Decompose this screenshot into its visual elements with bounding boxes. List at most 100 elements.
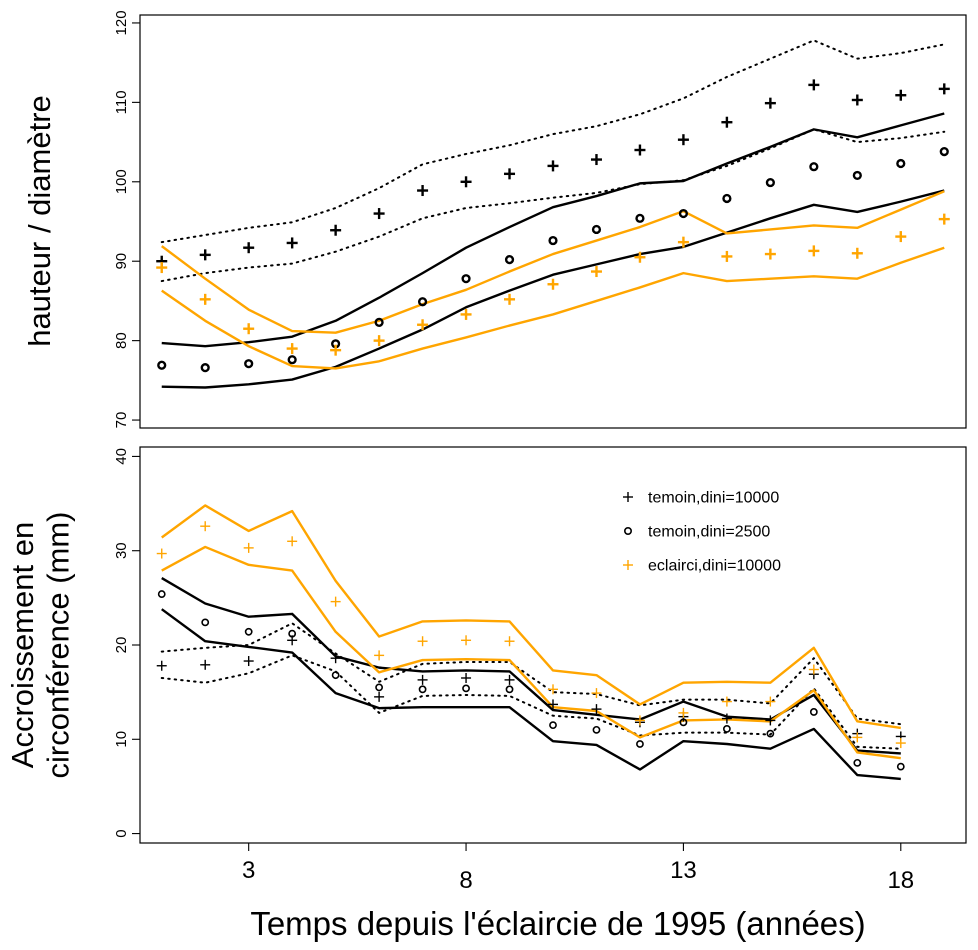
x-tick-label: 18 bbox=[887, 867, 914, 894]
top-point-temoin-dini-10000 bbox=[634, 144, 646, 156]
bottom-point-eclairci-dini-10000 bbox=[808, 664, 819, 675]
top-y-axis: 70 80 90 100 110 120 bbox=[113, 10, 140, 428]
bottom-point-eclairci-dini-10000 bbox=[504, 636, 515, 647]
bottom-y-tick-label: 10 bbox=[113, 731, 130, 748]
bottom-point-eclairci-dini-10000 bbox=[852, 732, 863, 743]
top-point-temoin-dini-2500 bbox=[635, 213, 645, 223]
bottom-point-temoin-dini-2500 bbox=[331, 671, 340, 680]
legend-label-temoin-dini-2500: temoin,dini=2500 bbox=[648, 524, 770, 541]
bottom-y-axis: 0 10 20 30 40 bbox=[113, 448, 140, 838]
top-point-temoin-dini-2500 bbox=[591, 224, 602, 235]
top-point-temoin-dini-10000 bbox=[504, 168, 516, 180]
top-point-eclairci-dini-10000 bbox=[938, 213, 950, 225]
x-axis: 3 8 13 18 bbox=[242, 843, 914, 894]
top-point-temoin-dini-10000 bbox=[851, 94, 863, 106]
bottom-point-temoin-dini-10000 bbox=[243, 656, 254, 667]
top-point-eclairci-dini-10000 bbox=[156, 262, 168, 274]
top-series-line-4 bbox=[160, 128, 946, 283]
bottom-point-eclairci-dini-10000 bbox=[548, 684, 558, 695]
top-point-temoin-dini-10000 bbox=[460, 176, 472, 188]
top-point-eclairci-dini-10000 bbox=[677, 236, 689, 248]
top-point-temoin-dini-10000 bbox=[199, 249, 211, 261]
top-point-temoin-dini-10000 bbox=[243, 242, 255, 254]
x-tick-label: 13 bbox=[670, 857, 697, 884]
top-point-eclairci-dini-10000 bbox=[504, 293, 516, 305]
top-point-eclairci-dini-10000 bbox=[286, 343, 298, 355]
bottom-point-temoin-dini-2500 bbox=[722, 725, 731, 733]
top-series-line-6 bbox=[161, 189, 945, 389]
x-axis-title: Temps depuis l'éclaircie de 1995 (années… bbox=[250, 905, 865, 942]
top-point-temoin-dini-10000 bbox=[590, 154, 602, 166]
top-point-temoin-dini-10000 bbox=[721, 116, 733, 128]
top-series-line-3 bbox=[160, 39, 946, 244]
legend-marker-temoin-dini-2500 bbox=[623, 526, 632, 535]
top-point-temoin-dini-2500 bbox=[287, 355, 297, 365]
top-point-temoin-dini-2500 bbox=[244, 359, 254, 369]
bottom-panel: 0 10 20 30 40 3 8 13 18 Accroissement encirconf… bbox=[5, 446, 967, 894]
top-plot-frame bbox=[139, 14, 967, 429]
top-point-temoin-dini-2500 bbox=[461, 274, 471, 284]
bottom-point-temoin-dini-10000 bbox=[156, 660, 167, 671]
bottom-series-line-6 bbox=[161, 608, 901, 781]
top-y-tick-label: 80 bbox=[113, 332, 130, 349]
top-point-temoin-dini-10000 bbox=[808, 79, 820, 91]
top-point-temoin-dini-10000 bbox=[373, 208, 385, 220]
top-point-temoin-dini-10000 bbox=[547, 160, 559, 172]
legend-marker-eclairci-dini-10000 bbox=[623, 560, 633, 570]
bottom-point-temoin-dini-2500 bbox=[592, 725, 601, 734]
top-point-temoin-dini-2500 bbox=[809, 162, 819, 172]
bottom-series-line-8 bbox=[161, 545, 901, 760]
bottom-point-eclairci-dini-10000 bbox=[287, 536, 298, 547]
bottom-point-temoin-dini-10000 bbox=[504, 674, 515, 685]
top-point-temoin-dini-2500 bbox=[896, 158, 906, 169]
top-y-tick-label: 70 bbox=[113, 412, 130, 429]
bottom-series-line-7 bbox=[161, 504, 901, 730]
top-plot-area bbox=[156, 39, 950, 389]
top-point-eclairci-dini-10000 bbox=[460, 308, 472, 320]
legend-label-temoin-dini-10000: temoin,dini=10000 bbox=[648, 490, 779, 507]
top-point-eclairci-dini-10000 bbox=[417, 319, 429, 331]
top-y-tick-label: 90 bbox=[113, 253, 130, 270]
bottom-point-eclairci-dini-10000 bbox=[243, 542, 254, 553]
bottom-point-temoin-dini-2500 bbox=[288, 629, 297, 638]
bottom-point-temoin-dini-2500 bbox=[766, 729, 775, 738]
bottom-point-temoin-dini-10000 bbox=[548, 699, 558, 710]
top-point-eclairci-dini-10000 bbox=[330, 344, 342, 356]
bottom-point-eclairci-dini-10000 bbox=[374, 650, 385, 661]
top-point-temoin-dini-2500 bbox=[548, 235, 558, 246]
bottom-point-temoin-dini-2500 bbox=[809, 708, 818, 716]
legend-marker-temoin-dini-10000 bbox=[623, 492, 633, 502]
top-point-eclairci-dini-10000 bbox=[851, 247, 863, 259]
top-y-axis-title: hauteur / diamètre bbox=[22, 95, 57, 347]
bottom-point-eclairci-dini-10000 bbox=[591, 688, 602, 699]
bottom-point-temoin-dini-10000 bbox=[591, 704, 602, 715]
bottom-point-temoin-dini-10000 bbox=[374, 691, 385, 702]
bottom-plot-area bbox=[156, 504, 906, 781]
bottom-point-eclairci-dini-10000 bbox=[156, 548, 167, 559]
top-point-temoin-dini-2500 bbox=[374, 317, 384, 327]
bottom-point-eclairci-dini-10000 bbox=[895, 738, 906, 749]
x-tick-label: 3 bbox=[242, 857, 255, 884]
top-point-eclairci-dini-10000 bbox=[721, 250, 733, 262]
top-y-tick-label: 110 bbox=[113, 90, 130, 114]
top-point-temoin-dini-10000 bbox=[677, 134, 689, 146]
bottom-point-eclairci-dini-10000 bbox=[461, 635, 472, 646]
bottom-series-line-3 bbox=[160, 622, 902, 726]
bottom-point-eclairci-dini-10000 bbox=[417, 636, 428, 647]
bottom-point-temoin-dini-2500 bbox=[201, 618, 210, 627]
top-point-temoin-dini-10000 bbox=[417, 185, 429, 197]
bottom-point-temoin-dini-2500 bbox=[679, 718, 688, 727]
bottom-point-temoin-dini-10000 bbox=[721, 713, 732, 724]
top-point-eclairci-dini-10000 bbox=[243, 323, 255, 335]
legend-label-eclairci-dini-10000: eclairci,dini=10000 bbox=[648, 558, 781, 575]
bottom-point-temoin-dini-10000 bbox=[461, 673, 472, 683]
bottom-point-eclairci-dini-10000 bbox=[678, 707, 689, 718]
bottom-point-eclairci-dini-10000 bbox=[765, 696, 776, 707]
bottom-point-temoin-dini-2500 bbox=[418, 685, 427, 694]
top-point-temoin-dini-10000 bbox=[895, 89, 907, 101]
top-point-eclairci-dini-10000 bbox=[895, 231, 907, 243]
top-point-temoin-dini-2500 bbox=[722, 193, 732, 204]
bottom-point-temoin-dini-2500 bbox=[549, 721, 557, 730]
